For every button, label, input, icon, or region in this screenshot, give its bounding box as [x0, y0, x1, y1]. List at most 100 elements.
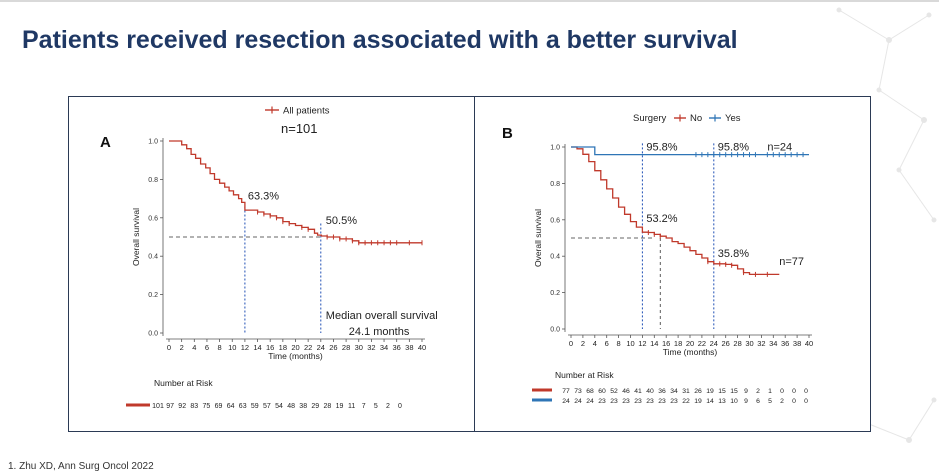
risk-value: 23: [670, 398, 678, 405]
risk-value: 19: [706, 388, 714, 395]
x-tick-label: 30: [355, 343, 363, 352]
n-label-yes: n=24: [767, 142, 792, 154]
annotation-95-8-12: 95.8%: [646, 142, 677, 154]
x-tick-label: 32: [367, 343, 375, 352]
risk-value: 23: [622, 398, 630, 405]
risk-value: 0: [792, 388, 796, 395]
y-tick-label: 0.6: [148, 215, 158, 222]
risk-value: 10: [730, 398, 738, 405]
risk-value: 28: [324, 403, 332, 410]
annotation-median-value: 24.1 months: [349, 326, 410, 338]
chart-panel-b: 0.0 0.2 0.4 0.6 0.8 1.0 0 2 4 6 8 10 12 14 16 18 20 22 24 2…: [474, 96, 871, 432]
x-tick-label: 6: [605, 339, 609, 348]
risk-value: 48: [287, 403, 295, 410]
risk-value: 13: [718, 398, 726, 405]
risk-value: 41: [634, 388, 642, 395]
x-tick-label: 22: [698, 339, 706, 348]
panel-label: A: [100, 134, 111, 151]
x-tick-label: 36: [393, 343, 401, 352]
risk-value: 92: [178, 403, 186, 410]
y-axis-title: Overall survival: [131, 208, 141, 266]
legend-label-no: No: [690, 113, 702, 124]
x-tick-label: 2: [180, 343, 184, 352]
risk-value: 15: [718, 388, 726, 395]
x-tick-label: 36: [781, 339, 789, 348]
x-tick-label: 12: [638, 339, 646, 348]
panel-label: B: [502, 125, 513, 142]
risk-value: 57: [263, 403, 271, 410]
x-tick-label: 10: [228, 343, 236, 352]
risk-value: 23: [646, 398, 654, 405]
y-tick-label: 0.4: [550, 254, 560, 261]
annotation-53-2: 53.2%: [646, 213, 677, 225]
risk-value: 29: [311, 403, 319, 410]
x-axis-title: Time (months): [663, 347, 718, 357]
x-tick-label: 8: [218, 343, 222, 352]
x-tick-label: 0: [569, 339, 573, 348]
risk-value: 5: [374, 403, 378, 410]
risk-value: 97: [166, 403, 174, 410]
risk-value: 14: [706, 398, 714, 405]
risk-value: 60: [598, 388, 606, 395]
risk-value: 23: [634, 398, 642, 405]
risk-value: 83: [190, 403, 198, 410]
risk-value: 69: [215, 403, 223, 410]
x-tick-label: 18: [674, 339, 682, 348]
risk-value: 24: [586, 398, 594, 405]
x-tick-label: 10: [626, 339, 634, 348]
y-tick-label: 0.0: [550, 327, 560, 334]
risk-value: 31: [682, 388, 690, 395]
risk-value: 77: [562, 388, 570, 395]
risk-value: 5: [768, 398, 772, 405]
risk-value: 73: [574, 388, 582, 395]
annotation-35-8: 35.8%: [718, 248, 749, 260]
x-tick-label: 40: [418, 343, 426, 352]
y-tick-label: 0.8: [550, 181, 560, 188]
x-tick-label: 20: [291, 343, 299, 352]
risk-value: 6: [756, 398, 760, 405]
risk-value: 40: [646, 388, 654, 395]
y-axis-title: Overall survival: [533, 209, 543, 267]
survival-curve-all: [169, 140, 422, 244]
n-label: n=101: [281, 121, 318, 136]
risk-value: 64: [227, 403, 235, 410]
x-tick-label: 34: [380, 343, 388, 352]
legend-title: Surgery: [633, 113, 667, 124]
risk-value: 63: [239, 403, 247, 410]
x-tick-label: 28: [733, 339, 741, 348]
risk-value: 68: [586, 388, 594, 395]
risk-value: 75: [203, 403, 211, 410]
x-tick-label: 6: [205, 343, 209, 352]
annotation-95-8-24: 95.8%: [718, 142, 749, 154]
risk-value: 24: [574, 398, 582, 405]
x-tick-label: 38: [405, 343, 413, 352]
risk-value: 59: [251, 403, 259, 410]
x-tick-label: 30: [745, 339, 753, 348]
x-tick-label: 32: [757, 339, 765, 348]
y-tick-label: 0.4: [148, 254, 158, 261]
risk-value: 0: [792, 398, 796, 405]
risk-value: 2: [386, 403, 390, 410]
x-tick-label: 16: [662, 339, 670, 348]
risk-value: 34: [670, 388, 678, 395]
survival-curve-no: [571, 146, 780, 276]
x-tick-label: 26: [722, 339, 730, 348]
x-tick-label: 38: [793, 339, 801, 348]
legend-label-yes: Yes: [725, 113, 741, 124]
risk-value: 9: [744, 398, 748, 405]
km-chart-b: 0.00.20.40.60.81.00 2 4 6 8 10 12 14 16 18 20 22 24 2…: [502, 113, 813, 405]
risk-value: 22: [682, 398, 690, 405]
legend-label-all: All patients: [283, 106, 330, 117]
risk-value: 1: [768, 388, 772, 395]
risk-value: 26: [694, 388, 702, 395]
chart-panel-a: 0.0 0.2 0.4 0.6 0.8 1.0 0 2 4 6 8 10 12 14 16 18 20 22 24 2…: [68, 96, 475, 432]
risk-title: Number at Risk: [555, 370, 614, 380]
x-tick-label: 14: [253, 343, 261, 352]
top-border-line: [0, 0, 939, 2]
risk-value: 0: [398, 403, 402, 410]
risk-value: 11: [348, 403, 355, 410]
y-tick-label: 0.8: [148, 177, 158, 184]
y-tick-label: 0.2: [550, 290, 560, 297]
network-decoration: [836, 7, 937, 443]
risk-value: 2: [780, 398, 784, 405]
